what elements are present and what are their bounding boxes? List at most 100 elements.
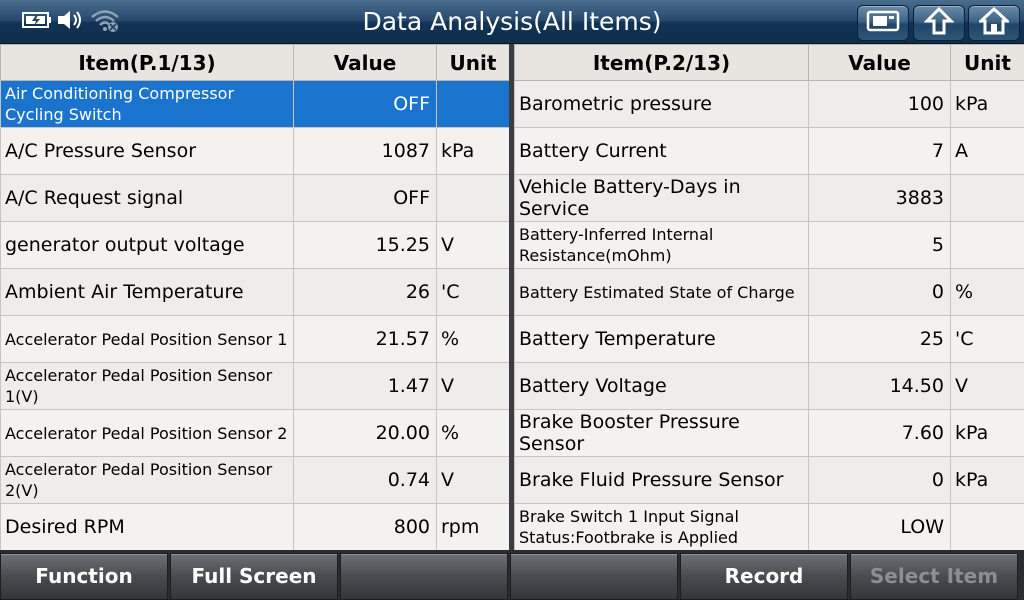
item-unit — [436, 80, 510, 128]
item-value: 15.25 — [293, 221, 437, 269]
item-unit: % — [436, 315, 510, 363]
wifi-off-icon — [90, 7, 120, 37]
item-unit — [950, 221, 1024, 269]
page-title: Data Analysis(All Items) — [362, 7, 662, 36]
item-name: Accelerator Pedal Position Sensor 2(V) — [0, 456, 294, 504]
column-header-unit: Unit — [436, 44, 510, 81]
table-row[interactable]: A/C Pressure Sensor 1087 kPa — [0, 127, 510, 175]
item-unit — [436, 174, 510, 222]
home-icon — [977, 6, 1011, 39]
item-unit: A — [950, 127, 1024, 175]
home-button[interactable] — [968, 5, 1020, 41]
empty-button-2[interactable] — [510, 553, 678, 600]
item-unit: rpm — [436, 503, 510, 551]
item-unit: V — [436, 456, 510, 504]
table-row[interactable]: Desired RPM 800 rpm — [0, 503, 510, 551]
item-name: Battery Estimated State of Charge — [514, 268, 809, 316]
table-row[interactable]: Battery Voltage 14.50 V — [514, 362, 1024, 410]
item-unit: 'C — [436, 268, 510, 316]
item-unit: V — [950, 362, 1024, 410]
item-unit: 'C — [950, 315, 1024, 363]
item-unit: % — [436, 409, 510, 457]
item-value: 1087 — [293, 127, 437, 175]
item-value: 21.57 — [293, 315, 437, 363]
item-name: Battery Current — [514, 127, 809, 175]
item-name: Desired RPM — [0, 503, 294, 551]
item-value: 26 — [293, 268, 437, 316]
table-row[interactable]: A/C Request signal OFF — [0, 174, 510, 222]
item-name: A/C Request signal — [0, 174, 294, 222]
table-row[interactable]: Brake Fluid Pressure Sensor 0 kPa — [514, 456, 1024, 504]
item-unit — [950, 503, 1024, 551]
table-row[interactable]: Accelerator Pedal Position Sensor 1(V) 1… — [0, 362, 510, 410]
empty-button-1[interactable] — [340, 553, 508, 600]
table-row[interactable]: Ambient Air Temperature 26 'C — [0, 268, 510, 316]
item-value: 7 — [808, 127, 951, 175]
item-name: Air Conditioning Compressor Cycling Swit… — [0, 80, 294, 128]
item-value: 0 — [808, 456, 951, 504]
column-header-value: Value — [808, 44, 951, 81]
screenshot-icon — [866, 9, 900, 37]
column-header-item[interactable]: Item(P.2/13) — [514, 44, 809, 81]
item-name: Ambient Air Temperature — [0, 268, 294, 316]
item-value: LOW — [808, 503, 951, 551]
item-value: 5 — [808, 221, 951, 269]
table-divider — [509, 44, 514, 550]
table-row[interactable]: Barometric pressure 100 kPa — [514, 80, 1024, 128]
item-unit — [950, 174, 1024, 222]
table-row[interactable]: Battery Current 7 A — [514, 127, 1024, 175]
item-value: 800 — [293, 503, 437, 551]
table-row[interactable]: Accelerator Pedal Position Sensor 2(V) 0… — [0, 456, 510, 504]
item-name: Brake Switch 1 Input Signal Status:Footb… — [514, 503, 809, 551]
table-row[interactable]: Battery Temperature 25 'C — [514, 315, 1024, 363]
item-unit: kPa — [950, 80, 1024, 128]
function-button[interactable]: Function — [0, 553, 168, 600]
column-header-item[interactable]: Item(P.1/13) — [0, 44, 294, 81]
column-header-unit: Unit — [950, 44, 1024, 81]
item-value: OFF — [293, 80, 437, 128]
table-row[interactable]: Accelerator Pedal Position Sensor 1 21.5… — [0, 315, 510, 363]
battery-icon — [22, 11, 52, 33]
table-row[interactable]: Vehicle Battery-Days in Service 3883 — [514, 174, 1024, 222]
item-name: Barometric pressure — [514, 80, 809, 128]
item-value: 3883 — [808, 174, 951, 222]
screenshot-button[interactable] — [857, 5, 909, 41]
item-value: 7.60 — [808, 409, 951, 457]
function-bar: Function Full Screen Record Select Item — [0, 550, 1024, 600]
item-name: Accelerator Pedal Position Sensor 2 — [0, 409, 294, 457]
table-row[interactable]: Brake Booster Pressure Sensor 7.60 kPa — [514, 409, 1024, 457]
table-row[interactable]: Brake Switch 1 Input Signal Status:Footb… — [514, 503, 1024, 551]
item-value: 0 — [808, 268, 951, 316]
status-icons — [22, 9, 124, 35]
left-data-table: Item(P.1/13) Value Unit Air Conditioning… — [0, 44, 510, 551]
right-data-table: Item(P.2/13) Value Unit Barometric press… — [514, 44, 1024, 551]
item-value: 0.74 — [293, 456, 437, 504]
table-row[interactable]: Air Conditioning Compressor Cycling Swit… — [0, 80, 510, 128]
table-row[interactable]: Battery-Inferred Internal Resistance(mOh… — [514, 221, 1024, 269]
item-name: Brake Booster Pressure Sensor — [514, 409, 809, 457]
back-button[interactable] — [913, 5, 965, 41]
item-value: 14.50 — [808, 362, 951, 410]
item-value: 20.00 — [293, 409, 437, 457]
item-value: OFF — [293, 174, 437, 222]
speaker-icon — [56, 8, 86, 36]
column-header-value: Value — [293, 44, 437, 81]
item-value: 25 — [808, 315, 951, 363]
item-name: Brake Fluid Pressure Sensor — [514, 456, 809, 504]
table-row[interactable]: Accelerator Pedal Position Sensor 2 20.0… — [0, 409, 510, 457]
select-item-button[interactable]: Select Item — [850, 553, 1018, 600]
item-name: Accelerator Pedal Position Sensor 1(V) — [0, 362, 294, 410]
full-screen-button[interactable]: Full Screen — [170, 553, 338, 600]
record-button[interactable]: Record — [680, 553, 848, 600]
table-row[interactable]: Battery Estimated State of Charge 0 % — [514, 268, 1024, 316]
item-value: 100 — [808, 80, 951, 128]
item-unit: kPa — [950, 456, 1024, 504]
item-name: Battery Temperature — [514, 315, 809, 363]
item-unit: kPa — [950, 409, 1024, 457]
item-unit: V — [436, 221, 510, 269]
item-name: Accelerator Pedal Position Sensor 1 — [0, 315, 294, 363]
item-unit: kPa — [436, 127, 510, 175]
item-value: 1.47 — [293, 362, 437, 410]
table-row[interactable]: generator output voltage 15.25 V — [0, 221, 510, 269]
item-name: Vehicle Battery-Days in Service — [514, 174, 809, 222]
